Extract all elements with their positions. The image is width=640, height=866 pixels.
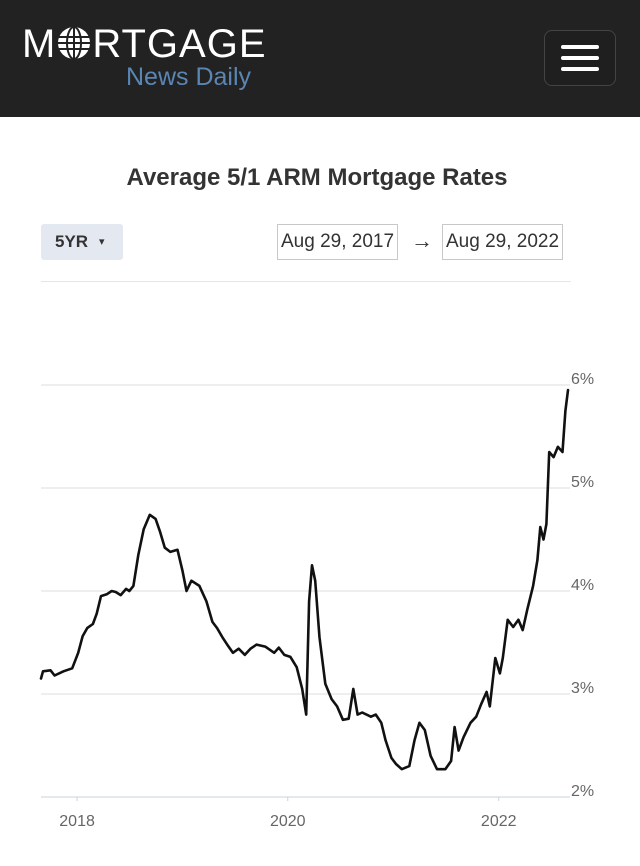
x-tick-label: 2018	[59, 813, 95, 830]
y-tick-label: 3%	[571, 680, 594, 697]
end-date-input[interactable]: Aug 29, 2022	[442, 224, 564, 260]
x-tick-label: 2020	[270, 813, 306, 830]
arrow-right-icon: →	[411, 228, 433, 253]
chevron-down-icon: ▾	[99, 236, 105, 248]
menu-bar-middle	[561, 56, 599, 60]
logo-subtitle[interactable]: News Daily	[126, 63, 252, 91]
x-tick-label: 2022	[481, 813, 517, 830]
y-tick-label: 5%	[571, 474, 594, 491]
menu-bar-bottom	[561, 67, 599, 71]
chart-title: Average 5/1 ARM Mortgage Rates	[126, 164, 508, 191]
menu-bar-top	[561, 45, 599, 49]
logo-wordmark[interactable]: M RTGAGE	[22, 22, 267, 66]
rate-series-line	[39, 388, 570, 771]
y-tick-label: 2%	[571, 783, 594, 800]
top-navigation-bar: M RTGAGE News Daily	[0, 0, 640, 117]
y-tick-label: 6%	[571, 371, 594, 388]
globe-icon	[58, 26, 91, 60]
period-dropdown-label: 5YR	[55, 232, 89, 251]
y-tick-label: 4%	[571, 577, 594, 594]
hamburger-menu-icon[interactable]	[544, 30, 616, 86]
start-date-input[interactable]: Aug 29, 2017	[277, 224, 399, 260]
rate-line-chart: 2% 3% 4% 5% 6% 2018 2020 2022	[39, 371, 594, 830]
period-dropdown[interactable]: 5YR ▾	[41, 224, 123, 260]
logo-letters-rest: RTGAGE	[92, 22, 267, 66]
divider	[41, 281, 571, 282]
logo-letter-m: M	[22, 22, 57, 66]
